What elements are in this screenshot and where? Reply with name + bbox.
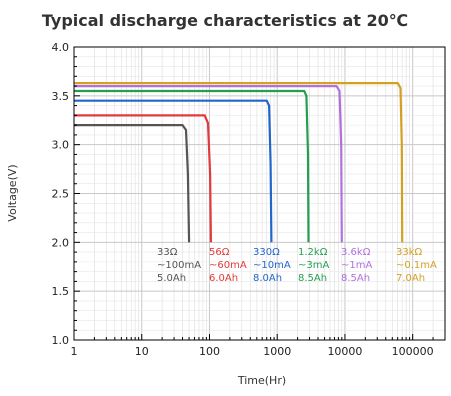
series-line-0 [74, 123, 191, 243]
series-annotation: 3.6kΩ [341, 247, 371, 258]
series-layer [74, 81, 404, 243]
series-annotation: ~3mA [298, 260, 329, 271]
y-tick-label: 2.5 [52, 188, 70, 201]
series-annotation: 330Ω [253, 247, 280, 258]
series-annotation: ~10mA [253, 260, 291, 271]
series-line-4 [74, 84, 343, 243]
series-annotation: 33Ω [157, 247, 178, 258]
y-tick-label: 3.5 [52, 90, 70, 103]
y-tick-label: 4.0 [52, 41, 70, 54]
x-tick-label: 100 [199, 345, 220, 358]
series-annotation: 7.0Ah [396, 273, 425, 284]
series-line-1 [74, 114, 212, 243]
series-annotation: ~100mA [157, 260, 201, 271]
series-annotation: 8.5Ah [341, 273, 370, 284]
y-tick-label: 1.0 [52, 334, 70, 347]
x-tick-label: 100000 [392, 345, 434, 358]
series-annotation: 6.0Ah [209, 273, 238, 284]
tick-layer: 1 10 100 1000 10000 100000 1.0 1.5 2.0 2.5 3.0 3.5 4… [52, 41, 446, 358]
series-annotation: 5.0Ah [157, 273, 186, 284]
x-tick-label: 1000 [263, 345, 291, 358]
x-axis-label: Time(Hr) [237, 374, 286, 387]
series-annotation: 56Ω [209, 247, 230, 258]
x-tick-label: 10 [135, 345, 149, 358]
y-tick-label: 1.5 [52, 285, 70, 298]
series-line-2 [74, 99, 273, 243]
x-tick-label: 1 [71, 345, 78, 358]
series-annotation: ~0.1mA [396, 260, 437, 271]
y-axis-label: Voltage(V) [6, 164, 19, 221]
series-annotation: 1.2kΩ [298, 247, 328, 258]
x-tick-label: 10000 [327, 345, 362, 358]
series-line-3 [74, 89, 310, 243]
y-tick-label: 3.0 [52, 139, 70, 152]
series-annotation: ~60mA [209, 260, 247, 271]
chart-title: Typical discharge characteristics at 20℃ [42, 11, 408, 30]
series-annotation: 33kΩ [396, 247, 423, 258]
series-annotation: ~1mA [341, 260, 372, 271]
annotation-layer: 33Ω ~100mA 5.0Ah 56Ω ~60mA 6.0Ah 330Ω ~10mA 8.0A… [157, 247, 437, 284]
y-tick-label: 2.0 [52, 236, 70, 249]
series-annotation: 8.0Ah [253, 273, 282, 284]
series-line-5 [74, 81, 404, 243]
series-annotation: 8.5Ah [298, 273, 327, 284]
